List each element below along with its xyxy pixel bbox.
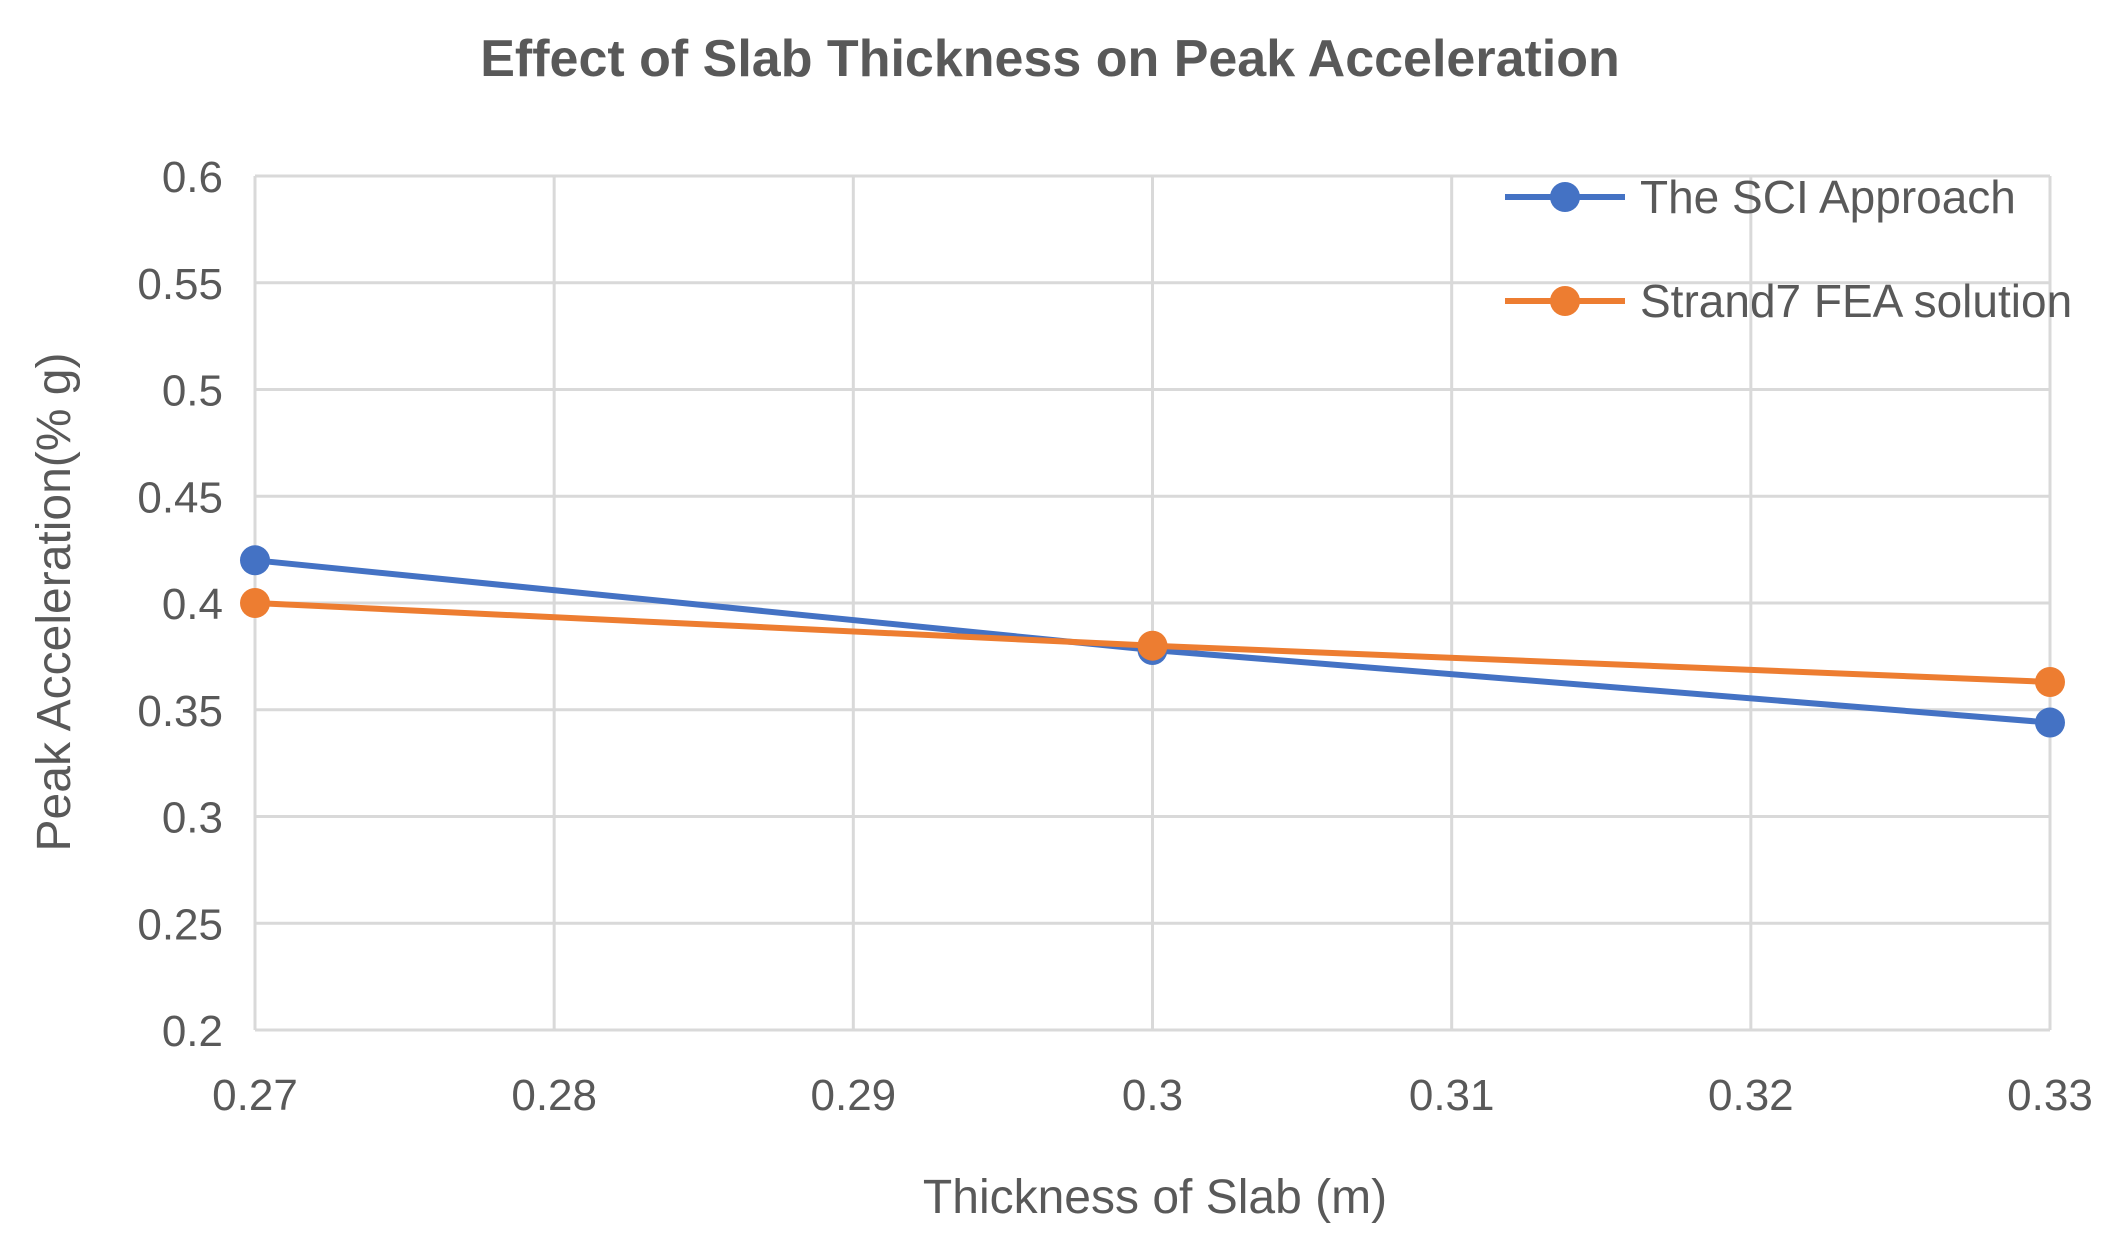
- x-axis-title: Thickness of Slab (m): [923, 1171, 1387, 1224]
- x-tick-label: 0.3: [1122, 1071, 1183, 1120]
- y-tick-label: 0.3: [162, 794, 223, 843]
- ticks-layer: 0.2 0.25 0.3 0.35 0.4 0.45 0.5 0.55 0.6 0.27 0.28 0…: [137, 153, 2092, 1120]
- legend-entry-2: Strand7 FEA solution: [1505, 275, 2072, 327]
- y-tick-label: 0.4: [162, 580, 223, 629]
- y-tick-label: 0.5: [162, 367, 223, 416]
- x-tick-label: 0.32: [1708, 1071, 1794, 1120]
- legend-label: Strand7 FEA solution: [1640, 275, 2072, 327]
- legend-marker: [1550, 182, 1580, 212]
- data-point: [240, 588, 270, 618]
- series-layer: [240, 545, 2065, 738]
- series-2: [240, 588, 2065, 697]
- data-point: [1137, 630, 1168, 661]
- x-tick-label: 0.28: [511, 1071, 597, 1120]
- x-tick-label: 0.31: [1409, 1071, 1495, 1120]
- y-tick-label: 0.25: [137, 900, 223, 949]
- y-tick-label: 0.2: [162, 1007, 223, 1056]
- grid-layer: [253, 174, 2052, 1032]
- y-tick-label: 0.6: [162, 153, 223, 202]
- legend-entry-1: The SCI Approach: [1505, 171, 2016, 223]
- x-tick-label: 0.27: [212, 1071, 298, 1120]
- legend-marker: [1550, 286, 1580, 316]
- y-tick-label: 0.35: [137, 687, 223, 736]
- y-tick-label: 0.55: [137, 260, 223, 309]
- y-axis-title: Peak Acceleration(% g): [28, 353, 81, 852]
- legend: The SCI Approach Strand7 FEA solution: [1505, 171, 2072, 327]
- data-point: [240, 545, 270, 576]
- y-tick-label: 0.45: [137, 473, 223, 522]
- data-point: [2035, 666, 2065, 697]
- legend-label: The SCI Approach: [1640, 171, 2016, 223]
- x-tick-label: 0.33: [2007, 1071, 2093, 1120]
- x-tick-label: 0.29: [811, 1071, 897, 1120]
- data-point: [2035, 707, 2065, 738]
- chart-title: Effect of Slab Thickness on Peak Acceler…: [480, 30, 1620, 88]
